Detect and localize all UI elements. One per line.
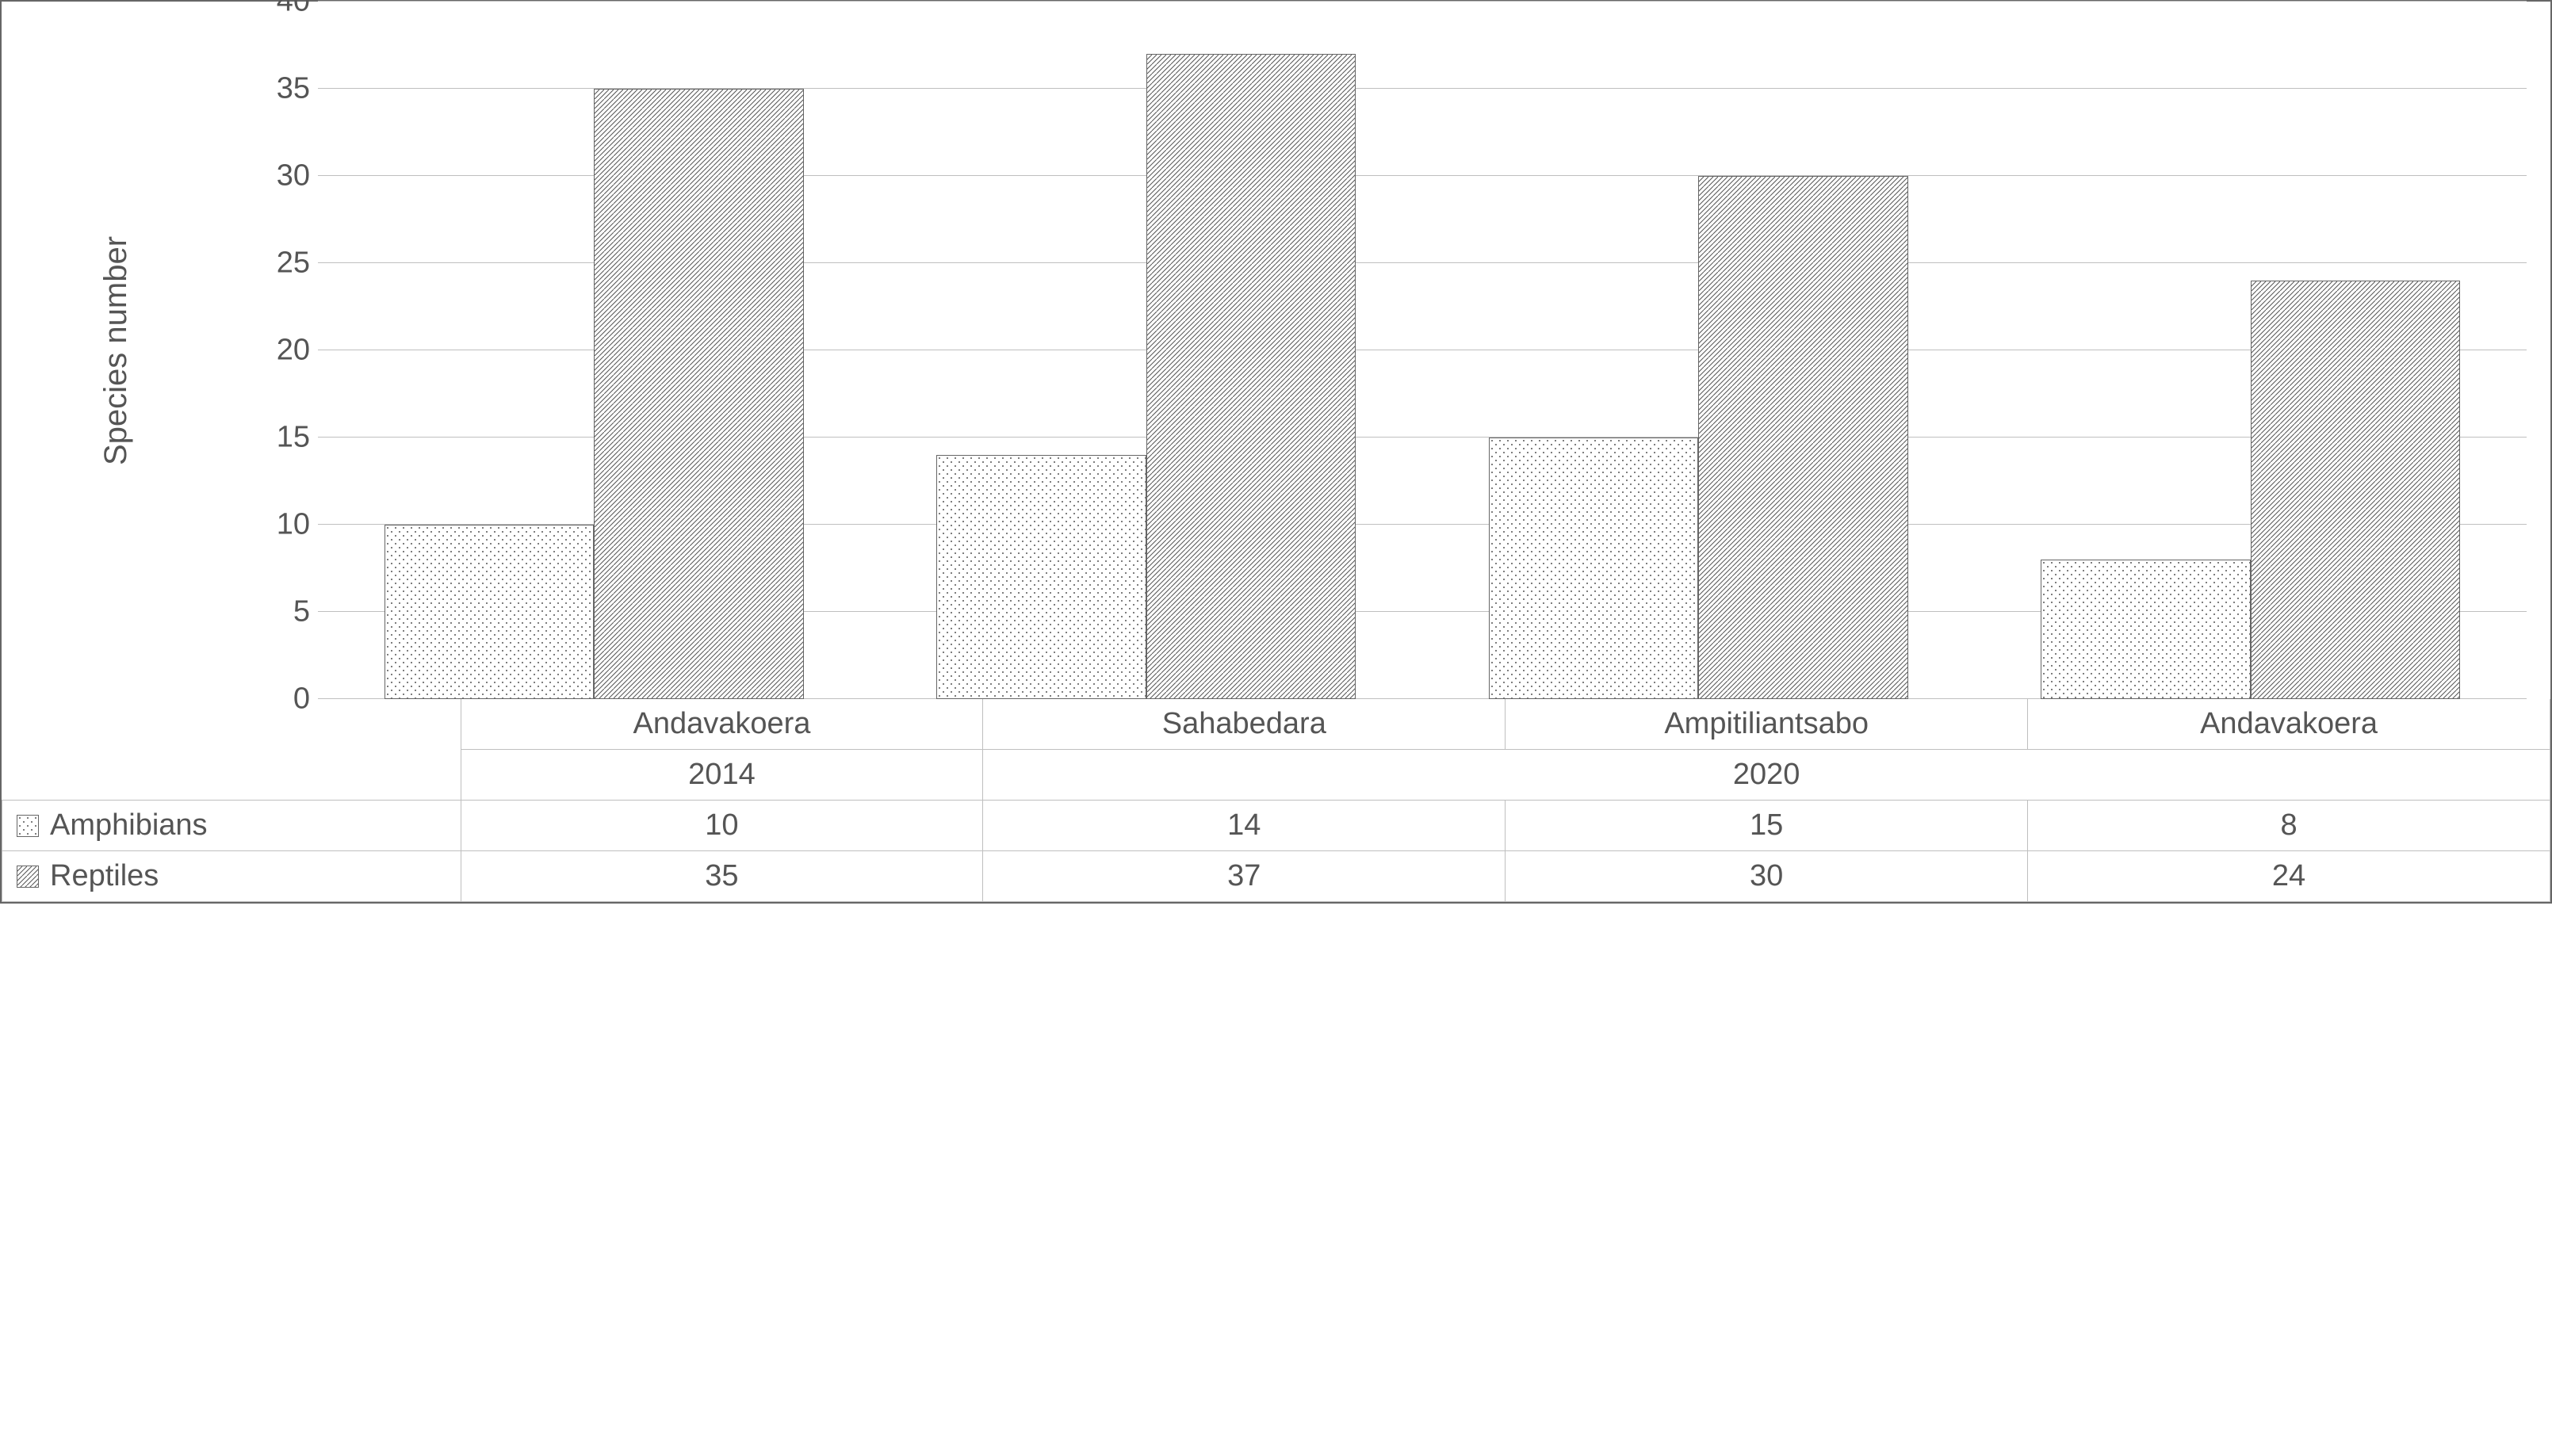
amphibians-value-cell: 15	[1506, 801, 2028, 851]
reptiles-value-cell: 35	[461, 851, 983, 902]
stub-cell	[2, 699, 461, 801]
y-tick: 10	[277, 508, 310, 542]
reptiles-bar	[1146, 54, 1356, 699]
amphibians-value-cell: 14	[983, 801, 1506, 851]
y-tick: 35	[277, 72, 310, 106]
reptiles-row: Reptiles35373024	[2, 851, 2550, 902]
y-axis-ticks: 0510152025303540	[231, 2, 318, 699]
y-tick: 20	[277, 334, 310, 368]
reptiles-value-cell: 37	[983, 851, 1506, 902]
site-cell: Andavakoera	[2028, 699, 2550, 750]
site-cell: Ampitiliantsabo	[1506, 699, 2028, 750]
bar-group	[870, 2, 1422, 699]
site-row: AndavakoeraSahabedaraAmpitiliantsaboAnda…	[2, 699, 2550, 750]
reptiles-bar	[2251, 281, 2461, 699]
y-tick: 25	[277, 246, 310, 281]
y-axis-label: Species number	[98, 235, 134, 464]
amphibians-bar	[1489, 438, 1699, 699]
data-table: AndavakoeraSahabedaraAmpitiliantsaboAnda…	[2, 699, 2550, 902]
amphibians-value-cell: 8	[2028, 801, 2550, 851]
year-cell: 2014	[461, 750, 983, 801]
bar-group	[318, 2, 870, 699]
reptiles-bar	[1698, 176, 1908, 699]
amphibians-bar	[2041, 560, 2251, 699]
chart-row: Species number 0510152025303540	[2, 2, 2550, 699]
y-tick: 40	[277, 0, 310, 19]
right-padding	[2527, 2, 2550, 699]
amphibians-row-header: Amphibians	[2, 801, 461, 851]
amphibians-swatch-icon	[17, 815, 39, 837]
y-tick: 30	[277, 159, 310, 193]
bar-group	[1975, 2, 2527, 699]
y-axis-label-cell: Species number	[2, 2, 231, 699]
amphibians-bar	[385, 525, 595, 699]
bar-group	[1422, 2, 1974, 699]
y-tick: 0	[293, 682, 310, 717]
bars-layer	[318, 2, 2527, 699]
chart-frame: Species number 0 5 10 15 20 25 30 35 40 Andavako…	[0, 0, 2552, 904]
reptiles-row-header: Reptiles	[2, 851, 461, 902]
reptiles-bar	[594, 89, 804, 699]
site-cell: Andavakoera	[461, 699, 983, 750]
y-tick: 5	[293, 595, 310, 629]
reptiles-value-cell: 30	[1506, 851, 2028, 902]
year-cell: 2020	[983, 750, 2550, 801]
reptiles-swatch-icon	[17, 866, 39, 888]
y-tick: 15	[277, 421, 310, 455]
plot-area	[318, 2, 2527, 699]
site-cell: Sahabedara	[983, 699, 1506, 750]
amphibians-bar	[936, 455, 1146, 699]
amphibians-row: Amphibians1014158	[2, 801, 2550, 851]
amphibians-value-cell: 10	[461, 801, 983, 851]
reptiles-value-cell: 24	[2028, 851, 2550, 902]
